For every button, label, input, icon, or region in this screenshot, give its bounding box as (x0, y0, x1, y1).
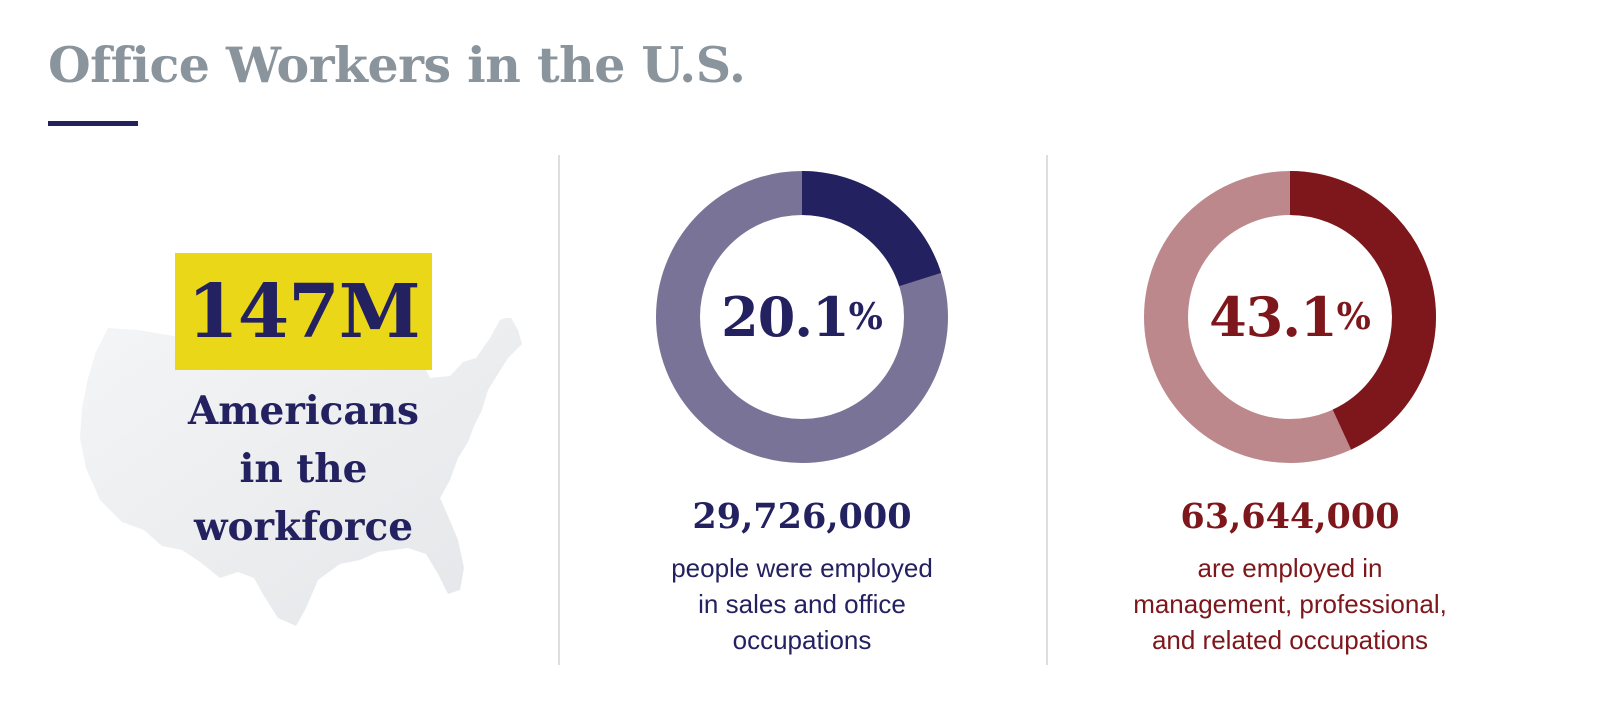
percent-sign: % (848, 296, 883, 338)
stat-count: 29,726,000 (692, 496, 912, 537)
workforce-highlight-box: 147M (175, 253, 432, 370)
workforce-caption: Americans in the workforce (150, 382, 457, 556)
section-divider (1046, 155, 1048, 665)
description-line: management, professional, (1133, 589, 1447, 619)
stat-count: 63,644,000 (1180, 496, 1400, 537)
description-line: people were employed (671, 553, 933, 583)
donut-percent-label: 43.1% (1142, 169, 1438, 465)
section-divider (558, 155, 560, 665)
donut-ring (656, 171, 948, 463)
caption-line: in the (239, 446, 368, 492)
percent-sign: % (1336, 296, 1371, 338)
percent-value: 43.1 (1209, 285, 1338, 349)
description-line: occupations (732, 625, 872, 655)
page-title: Office Workers in the U.S. (48, 36, 746, 94)
caption-line: Americans (187, 388, 420, 434)
stat-description: people were employed in sales and office… (592, 550, 1012, 658)
description-line: and related occupations (1151, 625, 1429, 655)
us-map-icon (80, 318, 522, 626)
donut-percent-label: 20.1% (654, 169, 950, 465)
workforce-count: 147M (187, 268, 420, 355)
donut-chart-management: 43.1% (1142, 169, 1438, 465)
percent-value: 20.1 (721, 285, 850, 349)
donut-ring (1144, 171, 1436, 463)
donut-chart-sales-office: 20.1% (654, 169, 950, 465)
caption-line: workforce (193, 504, 414, 550)
stat-description: are employed in management, professional… (1080, 550, 1500, 658)
title-underline (48, 121, 138, 126)
description-line: in sales and office (698, 589, 906, 619)
description-line: are employed in (1197, 553, 1383, 583)
